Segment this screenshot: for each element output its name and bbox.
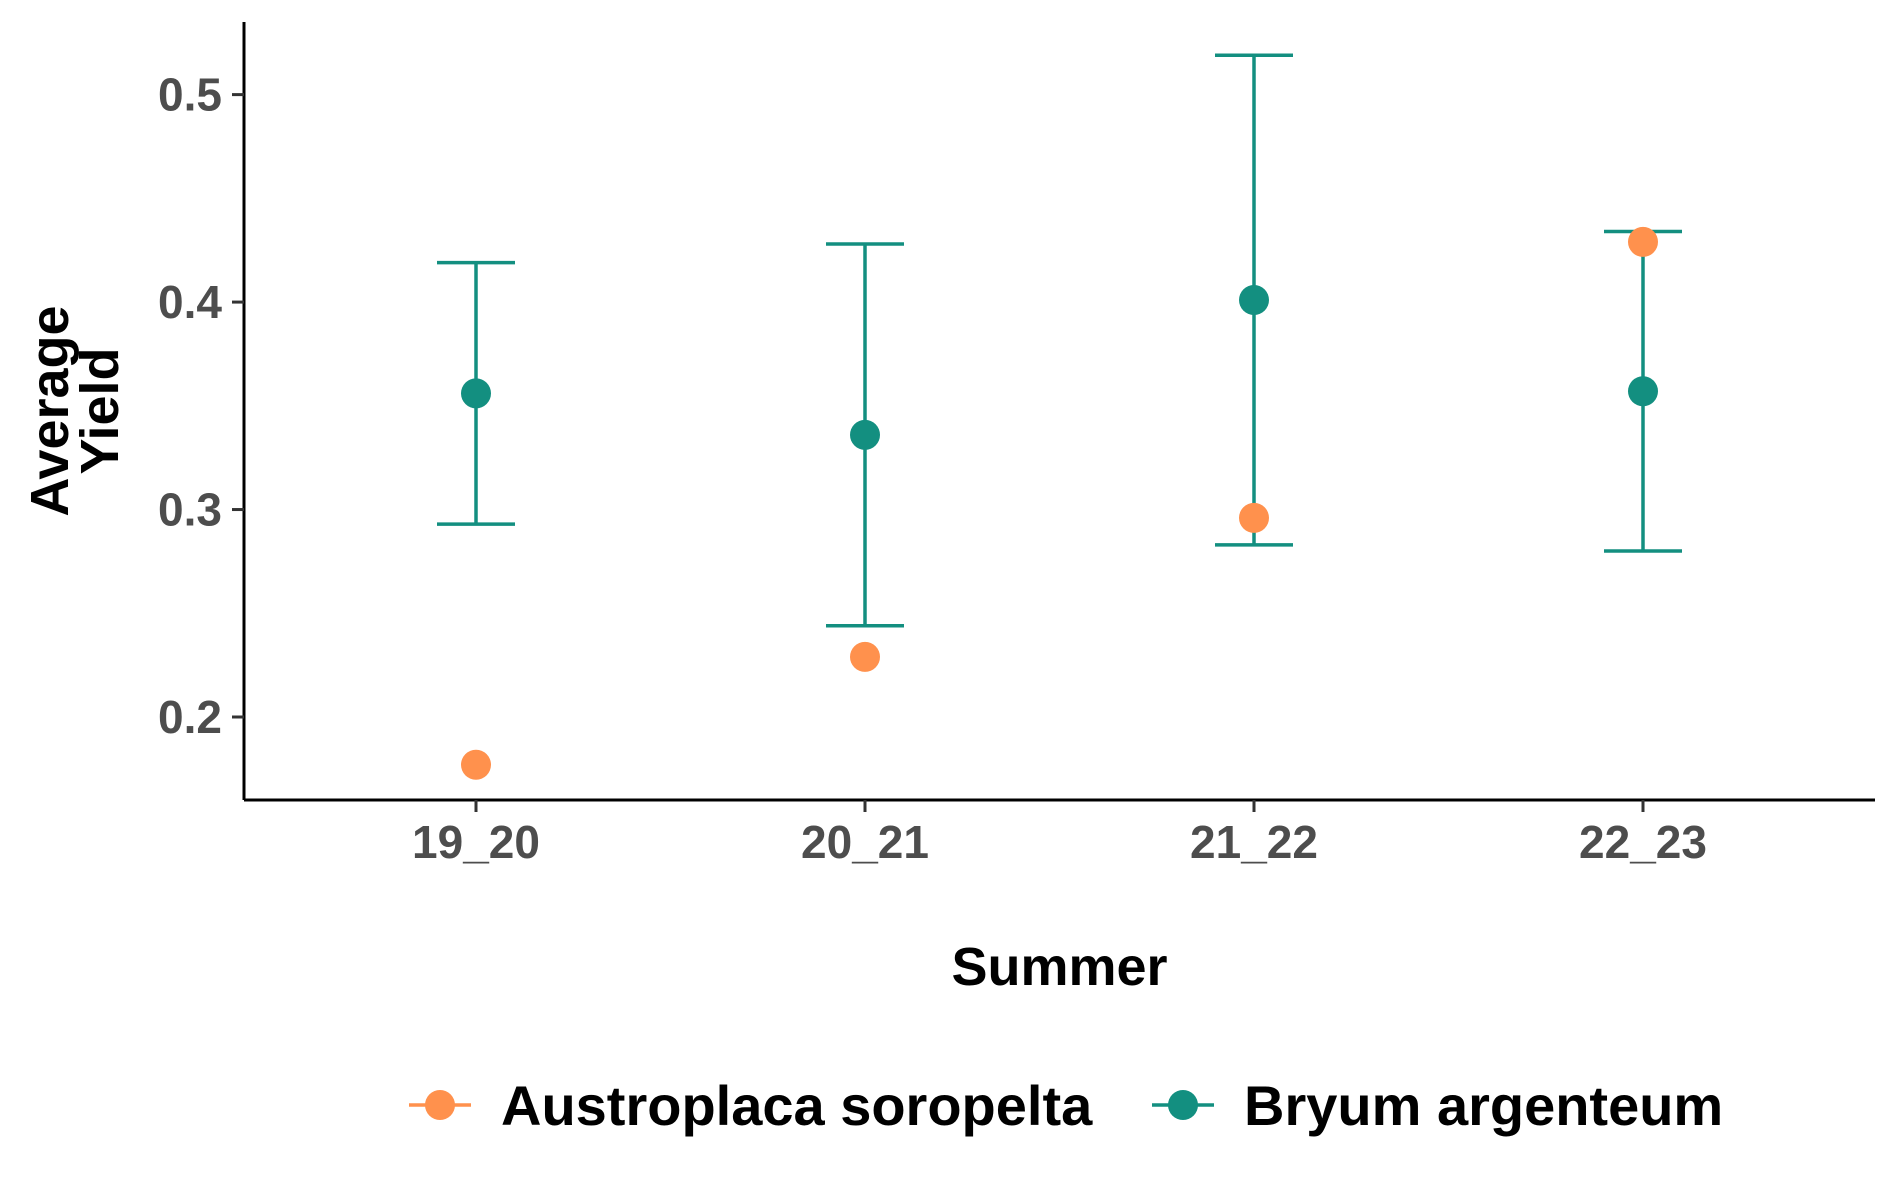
data-points [461, 226, 1658, 780]
y-axis-title: AverageYield [20, 305, 130, 516]
data-point-series-2 [1628, 376, 1658, 407]
y-ticks: 0.2 0.3 0.4 0.5 [158, 69, 244, 743]
data-point-series-1 [850, 641, 880, 672]
x-tick-label: 22_23 [1579, 816, 1707, 868]
data-point-series-2 [1239, 285, 1269, 316]
legend-key-marker [425, 1090, 455, 1120]
data-point-series-1 [461, 749, 491, 780]
legend-key-marker [1168, 1090, 1198, 1120]
legend-item: Bryum argenteum [1152, 1074, 1723, 1137]
data-point-series-2 [461, 378, 491, 409]
y-tick-label: 0.3 [158, 484, 222, 536]
x-ticks: 19_20 20_21 21_22 22_23 [412, 800, 1707, 868]
legend: Austroplaca soropelta Bryum argenteum [409, 1074, 1723, 1137]
legend-item: Austroplaca soropelta [409, 1074, 1093, 1137]
x-axis-title: Summer [951, 937, 1167, 997]
y-tick-label: 0.5 [158, 69, 222, 121]
axes [242, 22, 1875, 802]
error-bars [437, 53, 1682, 628]
y-tick-label: 0.4 [158, 276, 222, 328]
data-point-series-1 [1239, 502, 1269, 533]
data-point-series-1 [1628, 226, 1658, 257]
x-tick-label: 21_22 [1190, 816, 1318, 868]
legend-label: Austroplaca soropelta [501, 1074, 1093, 1137]
legend-label: Bryum argenteum [1244, 1074, 1723, 1137]
x-tick-label: 19_20 [412, 816, 540, 868]
x-tick-label: 20_21 [801, 816, 929, 868]
data-point-series-2 [850, 419, 880, 450]
y-tick-label: 0.2 [158, 691, 222, 743]
